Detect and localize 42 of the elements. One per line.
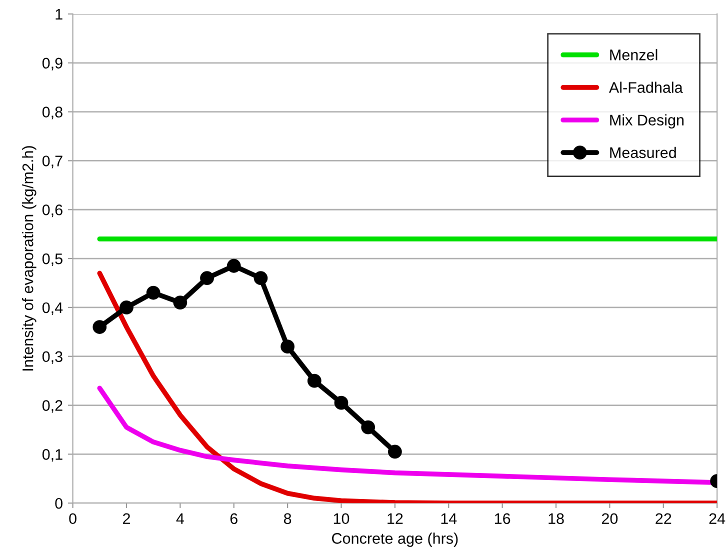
y-tick-label: 1 [56,9,62,20]
legend-label: Menzel [610,49,658,60]
point [146,286,160,300]
x-tick-label: 16 [494,513,510,524]
legend-label: Measured [610,146,676,158]
legend-label: Mix Design [610,114,684,129]
x-tick-label: 12 [388,513,403,524]
point [280,340,295,354]
x-axis-title: Concrete age (hrs) [332,532,458,547]
x-tick-label: 20 [602,513,618,524]
x-tick-label: 0 [69,513,76,524]
x-tick-label: 24 [709,513,726,524]
legend-label: Al-Fadhala [608,82,683,93]
point [361,420,376,434]
y-tick-label: 0,6 [42,204,62,218]
x-tick-label: 8 [284,513,292,524]
y-tick-label: 0,9 [42,58,62,70]
y-tick-label: 0,4 [42,302,63,315]
x-tick-label: 22 [656,513,672,524]
point [92,320,107,334]
x-tick-label: 18 [548,513,564,524]
point [254,271,268,286]
y-tick-label: 0,2 [42,400,62,413]
point [388,444,402,459]
y-tick-label: 0,3 [42,351,62,364]
y-tick-label: 0,7 [42,156,62,168]
point [173,296,188,310]
point [226,258,241,273]
y-tick-label: 0,5 [42,253,62,266]
point [120,300,134,314]
point [200,271,214,286]
point [334,396,348,410]
x-tick-label: 6 [230,513,238,524]
y-tick-label: 0,1 [42,449,62,462]
y-tick-label: 0 [55,498,62,509]
x-tick-label: 4 [176,513,184,524]
x-tick-label: 10 [334,513,350,524]
point [307,374,322,388]
x-tick-label: 2 [123,513,130,524]
y-tick-label: 0,8 [42,106,62,120]
x-tick-label: 14 [441,513,457,524]
y-axis-title: Intensity of evaporation (kg/m2.h) [22,146,36,370]
